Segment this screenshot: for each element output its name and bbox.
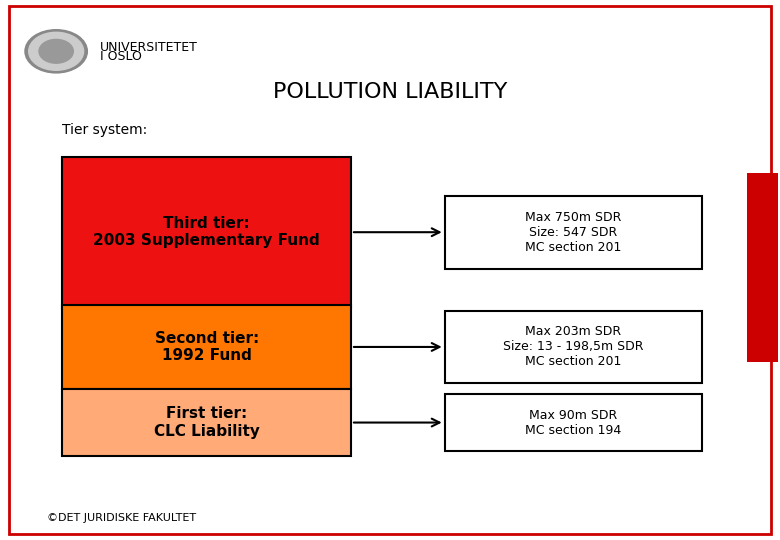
Circle shape	[29, 32, 83, 70]
Bar	[445, 195, 702, 268]
Bar	[62, 389, 351, 456]
Text: Second tier:
1992 Fund: Second tier: 1992 Fund	[154, 330, 259, 363]
Text: UNIVERSITETET: UNIVERSITETET	[100, 41, 197, 54]
Bar	[445, 394, 702, 451]
Bar	[62, 157, 351, 308]
Text: POLLUTION LIABILITY: POLLUTION LIABILITY	[273, 82, 507, 102]
Text: I OSLO: I OSLO	[100, 50, 142, 63]
Text: ©DET JURIDISKE FAKULTET: ©DET JURIDISKE FAKULTET	[47, 514, 196, 523]
Text: Max 90m SDR
MC section 194: Max 90m SDR MC section 194	[525, 409, 622, 436]
Circle shape	[39, 39, 73, 63]
Circle shape	[25, 30, 87, 73]
Text: Third tier:
2003 Supplementary Fund: Third tier: 2003 Supplementary Fund	[94, 216, 320, 248]
Bar	[62, 305, 351, 389]
Text: Tier system:: Tier system:	[62, 123, 147, 137]
Text: Max 750m SDR
Size: 547 SDR
MC section 201: Max 750m SDR Size: 547 SDR MC section 20…	[525, 211, 622, 254]
Bar	[445, 310, 702, 383]
Bar	[747, 173, 778, 362]
Text: First tier:
CLC Liability: First tier: CLC Liability	[154, 406, 260, 438]
Text: Max 203m SDR
Size: 13 - 198,5m SDR
MC section 201: Max 203m SDR Size: 13 - 198,5m SDR MC se…	[503, 326, 644, 368]
